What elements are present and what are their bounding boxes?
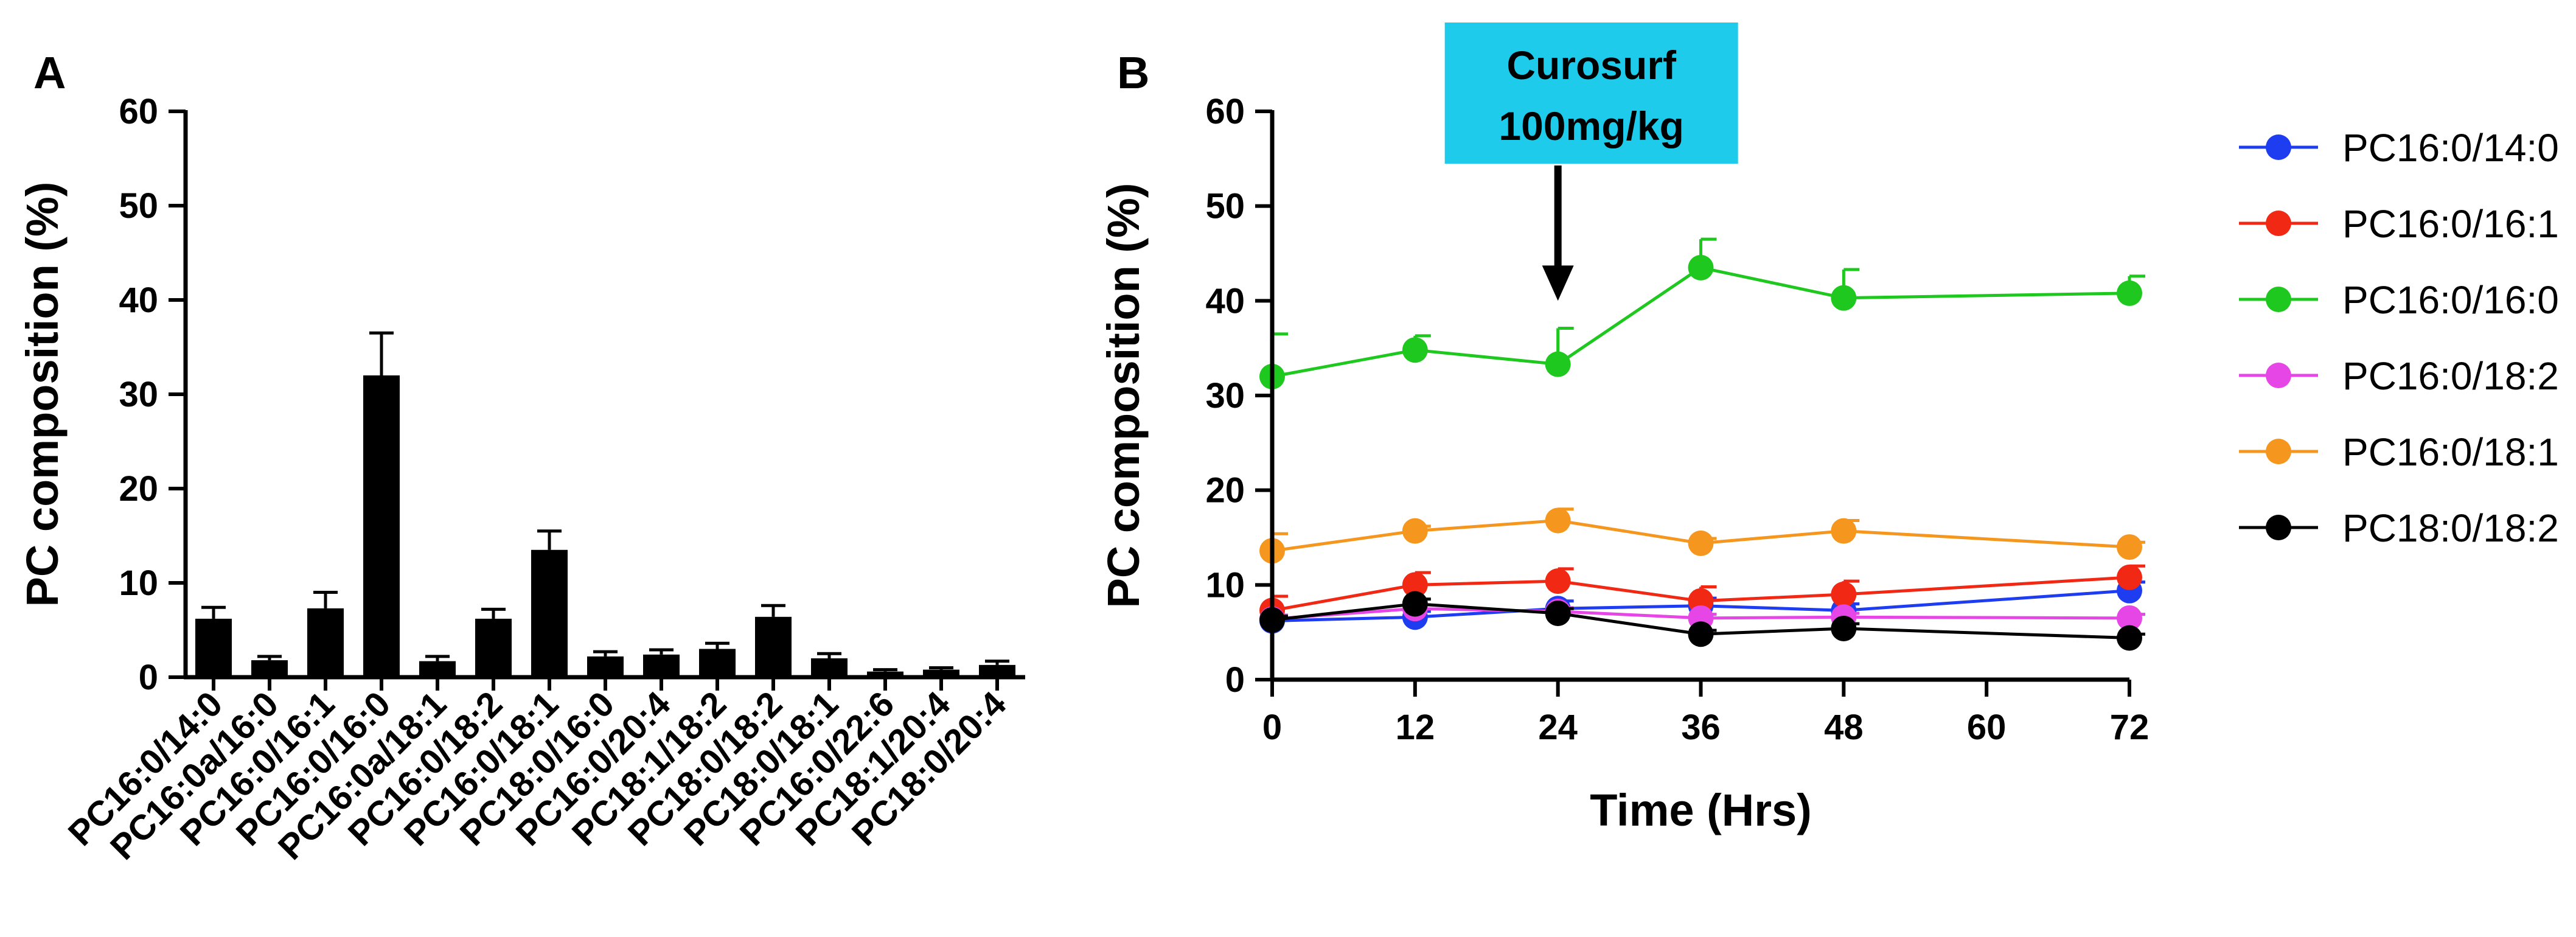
data-point [1831,518,1857,544]
y-tick-label: 60 [119,92,158,131]
bar [643,654,680,677]
panel-label-a: A [33,47,66,98]
data-point [1545,351,1571,377]
series [1259,507,2145,564]
chart-b: B Curosurf 100mg/kg 0 10 20 30 40 50 60 0 12 24 36 4… [1098,23,2559,835]
bar [811,658,848,677]
legend-marker [2266,363,2291,388]
bar [363,375,400,677]
data-point [1545,601,1571,627]
data-point [1402,591,1428,617]
data-point [1688,621,1714,647]
y-tick-label: 0 [1225,660,1245,700]
legend-item: PC16:0/14:0 [2239,126,2559,170]
bar [867,671,903,677]
bar [755,616,792,677]
series-line [1272,602,2130,640]
y-tick-label: 30 [119,375,158,414]
x-tick-label: 72 [2110,708,2150,747]
data-point [1402,337,1428,363]
annotation-box [1444,23,1738,164]
data-point [2117,625,2142,651]
legend-marker [2266,287,2291,312]
panel-label-b: B [1117,47,1149,98]
legend-item: PC16:0/18:1 [2239,430,2559,474]
y-tick-label: 20 [1205,471,1245,510]
annotation-line-2: 100mg/kg [1499,103,1683,148]
y-tick-label: 40 [1205,281,1245,321]
bar [587,656,624,677]
legend-item: PC18:0/18:2 [2239,506,2559,550]
series [1259,591,2145,651]
legend-label: PC18:0/18:2 [2342,506,2559,550]
x-tick-label: 0 [1262,708,1282,747]
legend-marker [2266,211,2291,236]
data-point [2117,534,2142,560]
legend-item: PC16:0/16:1 [2239,202,2559,246]
data-point [1545,568,1571,594]
y-tick-label: 60 [1205,92,1245,131]
legend-label: PC16:0/18:2 [2342,354,2559,398]
x-axis-title: Time (Hrs) [1590,785,1812,835]
legend-marker [2266,439,2291,464]
data-point [1545,507,1571,534]
legend-item: PC16:0/18:2 [2239,354,2559,398]
data-point [1831,581,1857,607]
legend-label: PC16:0/18:1 [2342,430,2559,474]
data-point [1402,518,1428,544]
y-axis-title: PC composition (%) [1098,183,1149,608]
data-point [2117,564,2142,590]
legend-label: PC16:0/16:1 [2342,202,2559,246]
bar [307,608,344,677]
legend-marker [2266,134,2291,160]
annotation-arrow-head [1542,265,1574,301]
data-point [1402,572,1428,598]
bar [531,549,568,677]
x-tick-label: 12 [1396,708,1435,747]
y-tick-label: 40 [119,280,158,320]
data-point [1831,615,1857,641]
y-tick-label: 50 [119,186,158,226]
legend-marker [2266,515,2291,540]
y-tick-label: 20 [119,469,158,509]
series-line [1272,607,2130,621]
y-tick-label: 10 [1205,565,1245,605]
y-tick-label: 50 [1205,187,1245,226]
series-line [1272,576,2130,612]
bar [195,618,232,677]
annotation-line-1: Curosurf [1506,43,1677,88]
bar [699,649,736,677]
bar [979,664,1015,677]
series-line [1272,589,2130,622]
x-tick-label: 36 [1681,708,1721,747]
x-tick-label: 60 [1967,708,2007,747]
x-tick-label: 48 [1824,708,1864,747]
series [1259,237,2145,389]
data-point [2117,605,2142,631]
series-line [1272,518,2130,552]
y-tick-label: 0 [139,658,158,697]
bar [251,660,288,677]
bar [419,661,456,677]
data-point [1688,530,1714,556]
data-point [1831,285,1857,311]
legend-item: PC16:0/16:0 [2239,278,2559,322]
bar [475,618,512,677]
y-tick-label: 30 [1205,376,1245,416]
legend-label: PC16:0/16:0 [2342,278,2559,322]
y-axis-title: PC composition (%) [17,182,68,607]
x-tick-label: 24 [1538,708,1578,747]
y-tick-label: 10 [119,563,158,603]
data-point [2117,280,2142,306]
legend-label: PC16:0/14:0 [2342,126,2559,170]
series-line [1272,266,2130,378]
data-point [1688,254,1714,280]
